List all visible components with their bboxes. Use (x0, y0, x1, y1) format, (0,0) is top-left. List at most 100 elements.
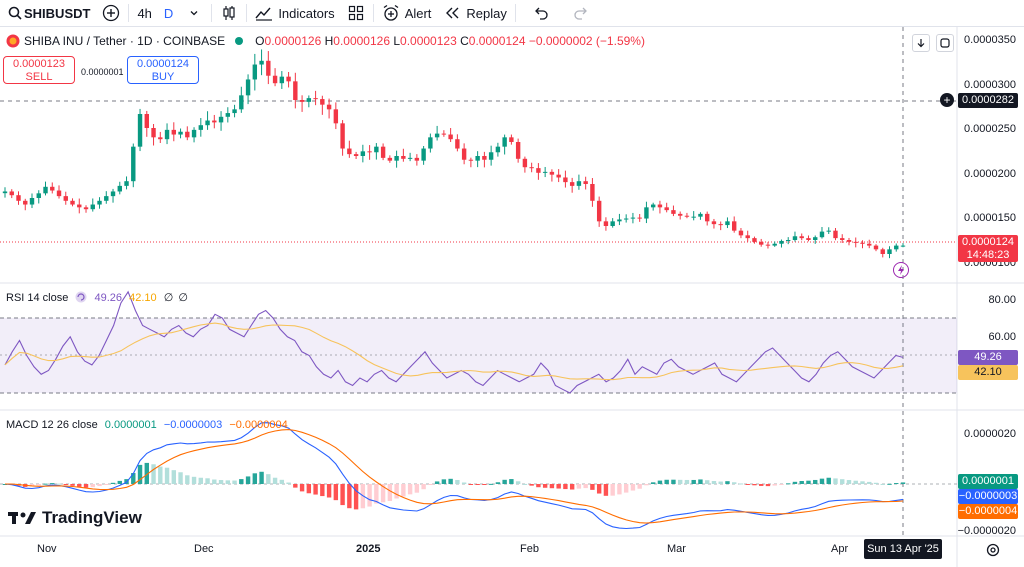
chart-settings-button[interactable] (985, 542, 1001, 558)
candle-body (745, 235, 750, 239)
candle-body (434, 133, 440, 138)
chart-type-button[interactable] (214, 0, 244, 26)
candle-body (725, 221, 730, 226)
candle-body (623, 218, 629, 220)
macd-histogram-bar (77, 484, 82, 487)
candle-body (833, 230, 838, 239)
sell-button[interactable]: 0.0000123 SELL (3, 56, 75, 84)
interval-day-button[interactable]: D (158, 0, 179, 26)
macd-histogram-bar (671, 479, 676, 484)
candle-body (509, 137, 514, 142)
tradingview-logo-text: TradingView (42, 508, 142, 527)
flash-icon[interactable] (893, 262, 909, 278)
maximize-pane-button[interactable] (936, 34, 954, 52)
redo-icon (572, 4, 590, 22)
rsi-group (4, 290, 904, 394)
candle-body (164, 129, 170, 140)
buy-price: 0.0000124 (137, 58, 189, 70)
rsi-value: 49.26 (94, 292, 123, 304)
candle-body (401, 156, 406, 159)
candle-body (225, 113, 231, 117)
candle-body (806, 238, 811, 240)
macd-histogram-bar (610, 484, 615, 496)
macd-signal-line (4, 429, 904, 524)
market-status-dot[interactable] (235, 37, 244, 45)
toolbar-separator (128, 4, 130, 22)
alert-button[interactable]: Alert (376, 0, 438, 26)
macd-histogram-bar (502, 479, 507, 484)
macd-histogram-bar (894, 483, 899, 485)
macd-histogram-bar (171, 470, 176, 484)
macd-histogram-bar (320, 484, 325, 497)
macd-histogram-bar (691, 479, 696, 484)
sell-price: 0.0000123 (13, 58, 65, 70)
add-price-line-button[interactable]: + (940, 93, 954, 107)
spread-value: 0.0000001 (81, 67, 124, 77)
redo-button[interactable] (566, 0, 596, 26)
high-value: 0.0000126 (333, 34, 390, 48)
refresh-icon[interactable] (75, 291, 87, 303)
macd-histogram-bar (374, 484, 379, 504)
candle-body (124, 181, 129, 186)
candle-body (522, 158, 528, 168)
candle-body (272, 75, 278, 84)
price-tick: 0.0000300 (964, 79, 1016, 91)
macd-histogram-bar (880, 483, 885, 485)
candle-body (840, 238, 845, 240)
arrow-down-icon (917, 39, 925, 48)
macd-histogram-bar (104, 484, 109, 485)
candle-body (813, 237, 818, 240)
candle-body (549, 171, 555, 175)
macd-histogram-bar (732, 482, 737, 484)
macd-histogram-bar (198, 477, 204, 484)
macd-histogram-bar (299, 484, 305, 492)
symbol-label: SHIBUSDT (24, 5, 91, 21)
candle-body (461, 148, 467, 160)
candle-body (286, 76, 291, 82)
toolbar-separator (211, 4, 213, 22)
layouts-button[interactable] (341, 0, 371, 26)
symbol-search-button[interactable]: SHIBUSDT (0, 0, 96, 26)
candle-body (637, 217, 642, 219)
indicators-button[interactable]: Indicators (249, 0, 340, 26)
low-value: 0.0000123 (400, 34, 457, 48)
macd-histogram-bar (873, 482, 879, 484)
buy-button[interactable]: 0.0000124 BUY (127, 56, 199, 84)
bar-countdown: 14:48:23 (966, 249, 1010, 261)
chevron-down-icon (185, 4, 203, 22)
interval-dropdown-button[interactable] (179, 0, 209, 26)
candle-body (171, 129, 176, 135)
macd-histogram-bar (596, 484, 602, 494)
candle-body (894, 245, 899, 250)
tradingview-logo[interactable]: TradingView (8, 508, 142, 528)
candle-body (468, 159, 474, 161)
macd-histogram-bar (725, 481, 730, 484)
candle-body (50, 186, 55, 191)
candle-body (880, 249, 885, 254)
replay-button[interactable]: Replay (437, 0, 512, 26)
undo-button[interactable] (526, 0, 556, 26)
macd-histogram-bar (394, 484, 399, 499)
interval-button[interactable]: 4h (131, 0, 157, 26)
candle-body (873, 245, 879, 250)
last-price-label: 0.0000124 14:48:23 (958, 235, 1018, 262)
macd-histogram-bar (509, 479, 514, 484)
macd-histogram-bar (225, 480, 231, 484)
candle-body (900, 245, 906, 247)
download-chart-button[interactable] (912, 34, 930, 52)
macd-histogram-bar (117, 480, 122, 484)
candle-body (252, 64, 258, 80)
rsi-title[interactable]: RSI 14 close (6, 292, 69, 304)
grid-icon (347, 4, 365, 22)
legend-title[interactable]: SHIBA INU / Tether · 1D · COINBASE (24, 34, 226, 48)
candle-body (867, 243, 872, 246)
macd-line-label: −0.0000003 (958, 489, 1018, 504)
macd-title[interactable]: MACD 12 26 close (6, 419, 98, 431)
macd-histogram-bar (266, 474, 271, 484)
compare-symbol-button[interactable] (96, 0, 126, 26)
rsi-tick: 60.00 (988, 331, 1016, 343)
maximize-icon (940, 38, 950, 48)
coin-logo-icon (6, 34, 20, 48)
top-toolbar: SHIBUSDT 4h D Indicators (0, 0, 1024, 27)
